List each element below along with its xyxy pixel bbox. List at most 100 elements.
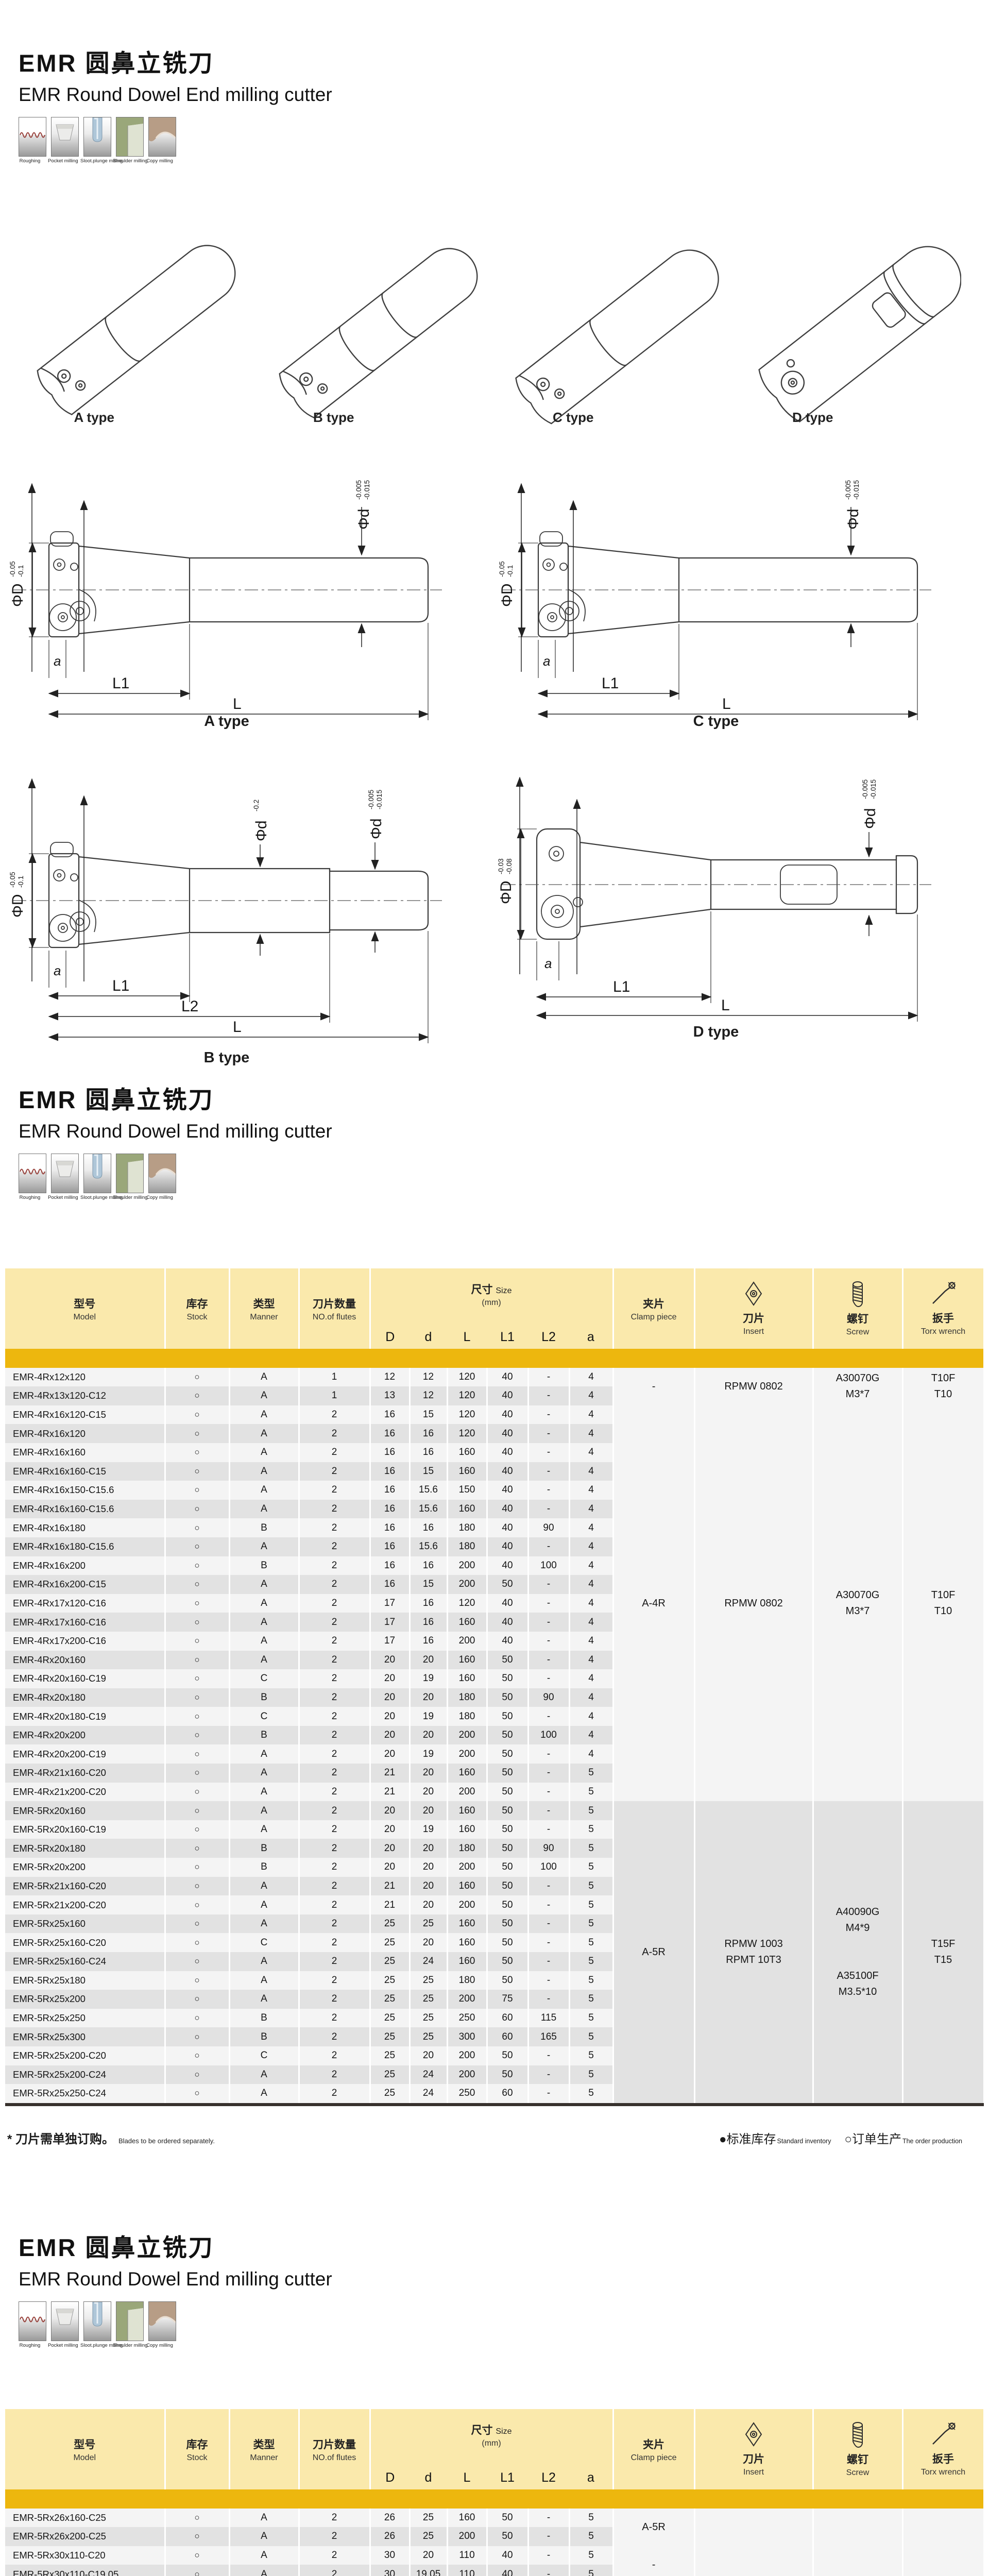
model-cell: EMR-4Rx21x200-C20: [5, 1782, 166, 1802]
dim-D-cell: 16: [370, 1537, 411, 1556]
dim-L2-cell: -: [528, 1914, 570, 1934]
dim-L-cell: 250: [447, 2084, 488, 2103]
flutes-cell: 2: [299, 1725, 371, 1745]
flutes-cell: 2: [299, 2546, 371, 2565]
order-production-en: The order production: [902, 2137, 962, 2145]
dim-L1-cell: 40: [487, 1537, 529, 1556]
order-production-symbol: ○: [844, 2132, 852, 2146]
dim-a-cell: 4: [569, 1688, 614, 1707]
table-row: EMR-4Rx17x120-C16 ○ A 2 17 16 120 40-4: [5, 1594, 984, 1613]
dim-D-cell: 25: [370, 2065, 411, 2084]
dim-d-cell: 16: [410, 1613, 448, 1632]
stock-cell: ○: [165, 1971, 230, 1990]
insert-cell: RPMW 0802: [694, 1367, 814, 1405]
dim-a-cell: 5: [569, 2508, 614, 2528]
application-icons: Roughing Pocket milling Sloot.plunge milli…: [19, 117, 989, 164]
dim-a-cell: 5: [569, 2065, 614, 2084]
svg-text:-0.005: -0.005: [861, 779, 869, 799]
dim-a-cell: 5: [569, 1764, 614, 1783]
dim-L-cell: 160: [447, 1499, 488, 1519]
dim-a-cell: 5: [569, 1952, 614, 1971]
manner-cell: A: [229, 1462, 300, 1481]
app-icon-copy-milling: Copy milling: [146, 2301, 177, 2348]
app-icon-pocket-milling: Pocket milling: [48, 117, 80, 164]
flutes-cell: 2: [299, 2565, 371, 2576]
dim-a-cell: 5: [569, 1914, 614, 1934]
dim-D-cell: 20: [370, 1707, 411, 1726]
dim-a-cell: 5: [569, 1801, 614, 1820]
dim-D-cell: 16: [370, 1424, 411, 1443]
dim-D-cell: 16: [370, 1443, 411, 1462]
stock-cell: ○: [165, 1462, 230, 1481]
flutes-cell: 2: [299, 1914, 371, 1934]
standard-inventory-zh: 标准库存: [726, 2132, 776, 2146]
manner-cell: A: [229, 1782, 300, 1802]
manner-cell: A: [229, 1386, 300, 1405]
model-cell: EMR-4Rx21x160-C20: [5, 1764, 166, 1783]
dim-D-cell: 20: [370, 1820, 411, 1839]
dim-d-cell: 19: [410, 1707, 448, 1726]
dim-d-cell: 25: [410, 1914, 448, 1934]
app-icon-roughing: Roughing: [19, 1154, 47, 1200]
dim-L2-cell: -: [528, 1971, 570, 1990]
dim-d-cell: 25: [410, 2527, 448, 2546]
dim-L2-cell: -: [528, 1367, 570, 1387]
model-cell: EMR-4Rx16x200: [5, 1556, 166, 1575]
dim-L1-cell: 50: [487, 2046, 529, 2065]
tech-drawing-a-type: ΦD -0.05 -0.1 Φd -0.005 -0.015 a L1 L A type: [0, 435, 489, 730]
model-cell: EMR-5Rx20x160-C19: [5, 1820, 166, 1839]
svg-text:-0.03: -0.03: [497, 858, 505, 874]
flutes-cell: 1: [299, 1367, 371, 1387]
dim-L1-cell: 50: [487, 2508, 529, 2528]
svg-text:-0.015: -0.015: [376, 790, 383, 809]
svg-text:-0.1: -0.1: [17, 565, 25, 577]
dim-L-label: L: [233, 696, 242, 713]
dim-L1-cell: 50: [487, 1952, 529, 1971]
model-cell: EMR-5Rx30x110-C20: [5, 2546, 166, 2565]
table-row: EMR-4Rx12x120 ○ A 1 12 12 120 40-4- RPMW 0802 A30…: [5, 1367, 985, 1405]
dim-D-cell: 20: [370, 1744, 411, 1764]
dim-L2-cell: -: [528, 1764, 570, 1783]
svg-text:-0.015: -0.015: [869, 779, 877, 799]
dim-a-cell: 4: [569, 1537, 614, 1556]
dim-d-cell: 16: [410, 1556, 448, 1575]
model-cell: EMR-5Rx25x160-C20: [5, 1933, 166, 1952]
dim-L2-cell: 100: [528, 1725, 570, 1745]
flutes-cell: 2: [299, 1839, 371, 1858]
cutter-type-drawings: A type B type C type D type: [0, 182, 989, 427]
stock-cell: ○: [165, 1613, 230, 1632]
svg-text:-0.005: -0.005: [367, 790, 375, 809]
dim-D-cell: 21: [370, 1876, 411, 1896]
stock-cell: ○: [165, 1801, 230, 1820]
flutes-cell: 2: [299, 1801, 371, 1820]
stock-cell: ○: [165, 1707, 230, 1726]
milling-cutter-table-2: 型号 Model 库存 Stock 类型 Manner 刀片数量 NO.of flutes 尺寸…: [5, 2409, 985, 2576]
dim-phid-label: Φd: [862, 808, 879, 829]
dim-L1-cell: 40: [487, 1518, 529, 1537]
dim-L-cell: 160: [447, 1914, 488, 1934]
flutes-cell: 2: [299, 1424, 371, 1443]
table-row: EMR-5Rx30x110-C20 ○ A 2 30 20 110 40-5-: [5, 2546, 984, 2576]
dim-a-cell: 4: [569, 1613, 614, 1632]
dim-L1-cell: 50: [487, 1971, 529, 1990]
flutes-cell: 2: [299, 1575, 371, 1594]
dim-L2-cell: -: [528, 2546, 570, 2565]
dim-L1-cell: 50: [487, 1650, 529, 1670]
table-row: EMR-4Rx16x120 ○ A 2 16 16 120 40-4: [5, 1424, 984, 1443]
dim-L1-cell: 75: [487, 1990, 529, 2009]
manner-cell: B: [229, 2027, 300, 2046]
dim-L-cell: 200: [447, 2046, 488, 2065]
flutes-cell: 2: [299, 1990, 371, 2009]
dim-D-cell: 30: [370, 2565, 411, 2576]
table-row: EMR-4Rx16x160-C15.6 ○ A 2 16 15.6 160 40-4: [5, 1499, 984, 1519]
dim-L-cell: 160: [447, 1933, 488, 1952]
dim-a-cell: 5: [569, 1820, 614, 1839]
dim-L1-cell: 50: [487, 1820, 529, 1839]
dim-L2-cell: -: [528, 1650, 570, 1670]
model-cell: EMR-4Rx16x160: [5, 1443, 166, 1462]
model-cell: EMR-5Rx20x200: [5, 1858, 166, 1877]
dim-a-cell: 5: [569, 2008, 614, 2028]
dim-d-cell: 15.6: [410, 1481, 448, 1500]
table-row: EMR-5Rx25x160-C24 ○ A 2 25 24 160 50-5: [5, 1952, 984, 1971]
